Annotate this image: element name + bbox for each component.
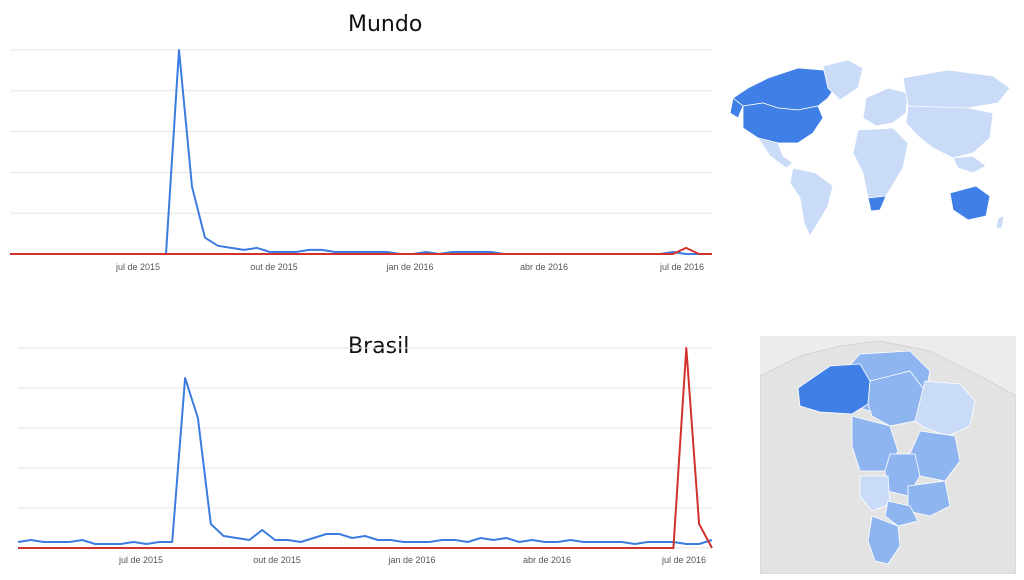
line-chart-mundo: jul de 2015 out de 2015 jan de 2016 abr de …: [10, 49, 712, 272]
series-line-series_blue: [17, 377, 713, 545]
map-region-mexico: [757, 137, 794, 169]
map-region-south-america: [789, 167, 834, 237]
chart-title-mundo: Mundo: [348, 12, 423, 37]
x-tick-label: jul de 2016: [661, 555, 706, 565]
x-tick-label: abr de 2016: [523, 555, 571, 565]
brazil-map: [760, 336, 1016, 574]
x-tick-label: jul de 2016: [659, 262, 704, 272]
map-region-greenland: [822, 59, 864, 101]
map-region-canada: [732, 67, 839, 111]
map-region-para: [867, 370, 926, 427]
world-map: [729, 59, 1011, 237]
map-region-south: [867, 515, 901, 565]
x-tick-label: jul de 2015: [118, 555, 163, 565]
map-region-russia: [902, 69, 1011, 111]
map-region-usa: [742, 102, 824, 144]
map-region-africa: [852, 127, 909, 209]
map-region-southeast-asia: [952, 155, 987, 174]
chart-title-brasil: Brasil: [348, 334, 410, 359]
line-chart-brasil: jul de 2015 out de 2015 jan de 2016 abr de …: [17, 347, 713, 565]
map-region-new-zealand: [995, 215, 1005, 229]
map-region-australia: [949, 185, 991, 221]
map-region-sao-paulo: [884, 500, 919, 527]
x-tick-label: out de 2015: [250, 262, 298, 272]
map-region-alaska: [729, 97, 744, 119]
map-region-south-africa: [867, 195, 887, 212]
map-region-asia: [905, 105, 994, 159]
map-region-europe: [862, 87, 909, 127]
series-line-series_red: [10, 246, 712, 255]
x-tick-label: jan de 2016: [387, 555, 435, 565]
x-tick-label: jan de 2016: [385, 262, 433, 272]
map-region-northeast: [914, 380, 976, 437]
map-region-mato-grosso-sul: [859, 475, 891, 512]
series-line-series_red: [18, 347, 713, 549]
x-tick-label: out de 2015: [253, 555, 301, 565]
x-tick-label: jul de 2015: [115, 262, 160, 272]
x-tick-label: abr de 2016: [520, 262, 568, 272]
